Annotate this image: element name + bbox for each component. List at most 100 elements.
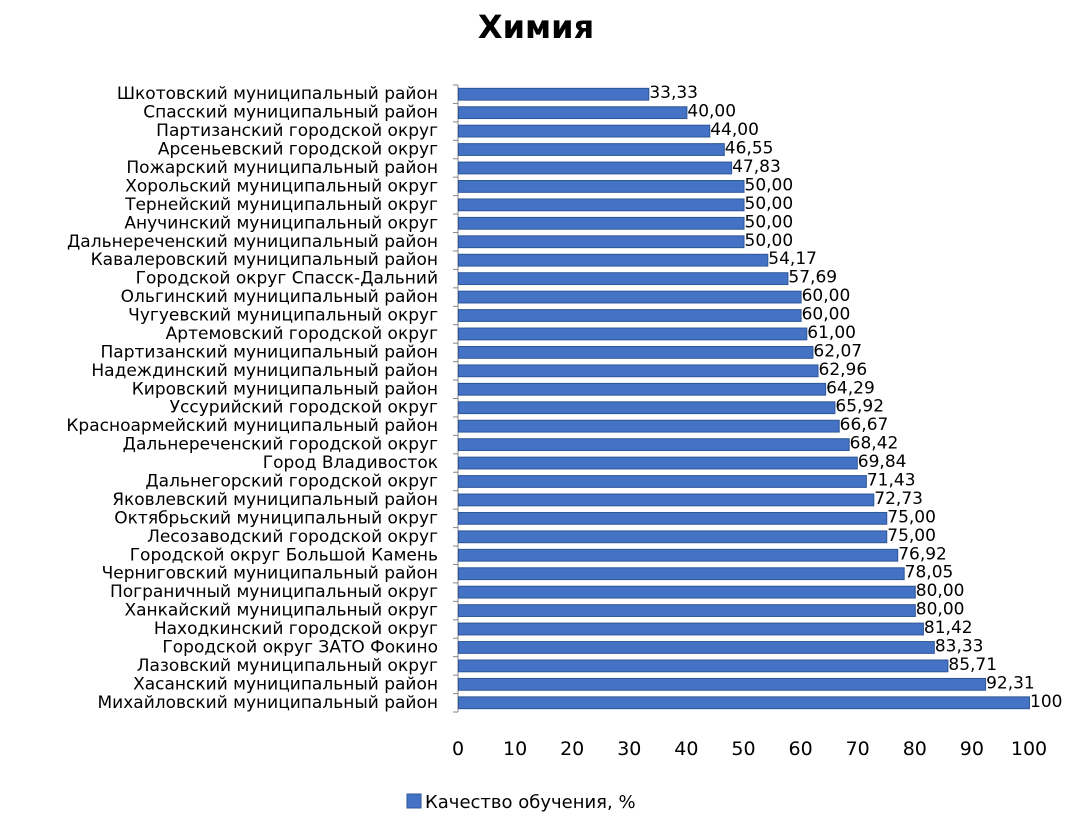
bar [458, 696, 1030, 710]
data-label: 72,73 [874, 489, 923, 509]
data-label: 100 [1030, 692, 1062, 712]
category-label: Дальнегорский городской округ [145, 471, 438, 491]
category-label: Партизанский городской округ [156, 121, 438, 141]
data-label: 66,67 [840, 415, 889, 435]
data-label: 80,00 [916, 600, 965, 620]
data-label: 50,00 [745, 194, 794, 214]
data-label: 83,33 [935, 636, 984, 656]
bar [458, 87, 650, 101]
axis-layer [453, 84, 459, 713]
bar [458, 511, 888, 525]
data-label: 68,42 [850, 434, 899, 454]
category-label: Город Владивосток [263, 453, 438, 473]
data-label: 78,05 [905, 563, 954, 583]
category-label: Дальнереченский городской округ [123, 435, 438, 455]
data-label: 75,00 [887, 507, 936, 527]
x-tick-label: 100 [1011, 738, 1047, 760]
bar [458, 475, 867, 488]
bar [458, 677, 987, 691]
bar [458, 604, 916, 617]
bar [458, 401, 836, 415]
category-label: Уссурийский городской округ [170, 398, 438, 418]
category-label: Кавалеровский муниципальный район [91, 250, 438, 270]
data-label: 33,33 [649, 83, 698, 103]
bar [458, 567, 905, 581]
data-label: 75,00 [887, 526, 936, 546]
data-label: 61,00 [807, 323, 856, 343]
x-tick-label: 80 [903, 738, 927, 760]
category-label: Ханкайский муниципальный округ [124, 601, 438, 621]
x-tick-label: 40 [674, 738, 698, 760]
bar [458, 548, 899, 562]
data-label: 64,29 [826, 378, 875, 398]
legend-label: Качество обучения, % [425, 792, 636, 813]
data-label: 46,55 [725, 139, 774, 159]
data-label: 69,84 [858, 452, 907, 472]
labels-layer: Шкотовский муниципальный район 33,33 Спасс… [66, 83, 1062, 713]
category-label: Кировский муниципальный район [132, 379, 438, 399]
category-label: Дальнереченский муниципальный район [67, 232, 438, 252]
bar [458, 345, 814, 359]
category-label: Артемовский городской округ [166, 324, 438, 344]
category-label: Надеждинский муниципальный район [91, 361, 438, 381]
data-label: 76,92 [898, 544, 947, 564]
category-label: Лазовский муниципальный округ [137, 656, 438, 676]
bar [458, 327, 808, 341]
category-label: Ольгинский муниципальный район [121, 287, 438, 307]
bar [458, 106, 688, 120]
data-label: 50,00 [745, 175, 794, 195]
data-label: 60,00 [802, 286, 851, 306]
bar [458, 309, 802, 322]
category-label: Находкинский городской округ [154, 619, 438, 639]
bar [458, 530, 888, 544]
x-tick-label: 90 [960, 738, 984, 760]
legend: Качество обучения, % [406, 792, 636, 813]
category-label: Яковлевский муниципальный район [112, 490, 438, 510]
data-label: 71,43 [867, 470, 916, 490]
category-label: Хасанский муниципальный район [133, 674, 438, 694]
bar [458, 438, 850, 452]
bar [458, 216, 745, 230]
bar [458, 364, 819, 378]
category-label: Тернейский муниципальный округ [124, 195, 438, 215]
category-label: Городской округ Спасск-Дальний [136, 269, 438, 289]
data-label: 81,42 [924, 618, 973, 638]
category-label: Городской округ ЗАТО Фокино [162, 637, 438, 657]
category-label: Черниговский муниципальный район [102, 564, 438, 584]
category-label: Чугуевский муниципальный округ [128, 306, 438, 326]
category-label: Городской округ Большой Камень [130, 545, 438, 565]
bar [458, 161, 733, 175]
data-label: 60,00 [802, 305, 851, 325]
bar [458, 180, 745, 193]
bar [458, 124, 711, 138]
bar [458, 253, 769, 267]
data-label: 50,00 [745, 212, 794, 232]
data-label: 80,00 [916, 581, 965, 601]
data-label: 65,92 [835, 397, 884, 417]
data-label: 85,71 [948, 655, 997, 675]
category-label: Лесозаводский городской округ [147, 527, 438, 547]
data-label: 40,00 [687, 102, 736, 122]
x-tick-label: 50 [731, 738, 755, 760]
bar [458, 198, 745, 212]
bar [458, 493, 875, 507]
bar [458, 659, 949, 673]
category-label: Пожарский муниципальный район [126, 158, 438, 178]
x-tick-label: 70 [846, 738, 870, 760]
bar [458, 272, 789, 286]
x-tick-label: 30 [617, 738, 641, 760]
x-tick-label: 0 [452, 738, 464, 760]
category-label: Михайловский муниципальный район [98, 693, 439, 713]
data-label: 44,00 [710, 120, 759, 140]
bar [458, 143, 725, 156]
chart-title: Химия [477, 8, 595, 46]
data-label: 54,17 [768, 249, 817, 269]
data-label: 92,31 [986, 673, 1035, 693]
category-label: Красноармейский муниципальный район [66, 416, 438, 436]
category-label: Спасский муниципальный район [143, 103, 438, 123]
category-label: Партизанский муниципальный район [101, 342, 438, 362]
category-label: Октябрьский муниципальный округ [114, 508, 438, 528]
data-label: 47,83 [732, 157, 781, 177]
data-label: 50,00 [745, 231, 794, 251]
